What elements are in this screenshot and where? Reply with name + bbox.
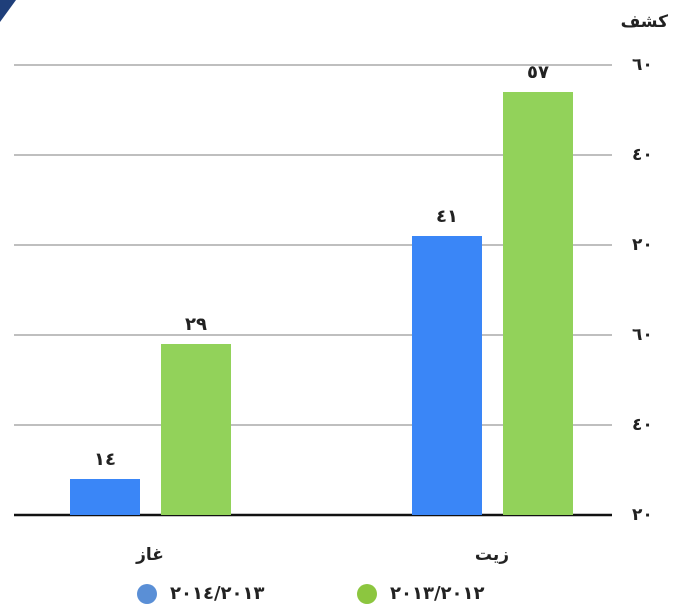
value-label: ٤١ [436,206,458,227]
bar [161,344,231,515]
bar [412,236,482,515]
x-tick-label: زيت [475,545,509,565]
value-label: ٥٧ [527,62,549,83]
y-tick-label: ٦٠ [632,55,653,75]
y-tick-label: ٢٠ [632,235,653,255]
corner-decoration [0,0,16,22]
bar [503,92,573,515]
y-tick-label: ٢٠ [632,505,653,525]
bar [70,479,140,515]
value-label: ٢٩ [185,314,207,335]
x-tick-label: غاز [135,545,164,565]
legend-label: ٢٠١٤/٢٠١٣ [170,583,264,604]
legend-label: ٢٠١٣/٢٠١٢ [390,583,484,604]
y-tick-label: ٤٠ [632,145,653,165]
legend-marker [137,584,157,604]
value-label: ١٤ [94,449,116,470]
y-tick-label: ٤٠ [632,415,653,435]
legend-marker [357,584,377,604]
y-tick-label: ٦٠ [632,325,653,345]
y-axis-title: كشف [621,12,669,32]
